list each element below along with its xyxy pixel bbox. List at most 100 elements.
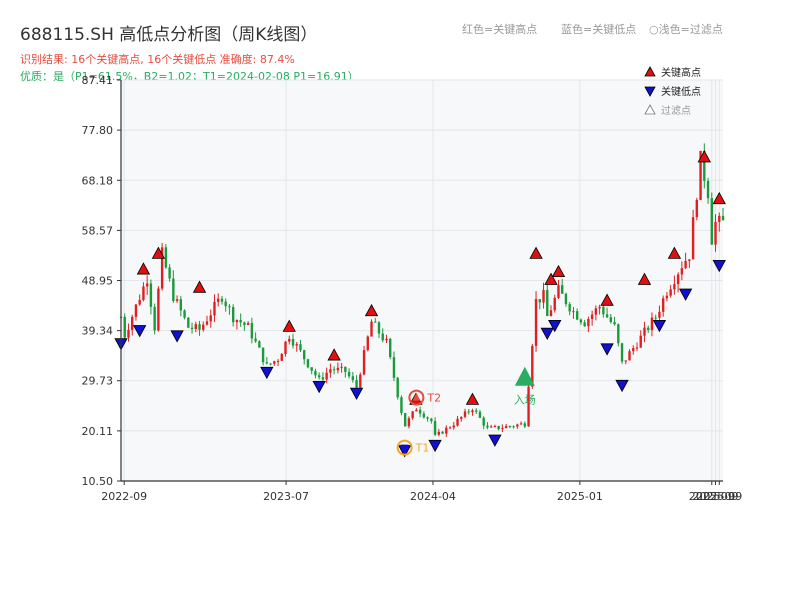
candle-body bbox=[703, 150, 706, 181]
candle bbox=[291, 333, 295, 349]
entry-label: 入场 bbox=[514, 393, 536, 407]
candle bbox=[370, 319, 373, 337]
candle-body bbox=[635, 347, 639, 349]
candle bbox=[336, 362, 340, 374]
candle-body bbox=[590, 314, 594, 320]
candle bbox=[228, 304, 231, 315]
candle bbox=[224, 298, 227, 312]
candle-body bbox=[269, 363, 272, 365]
candle bbox=[553, 294, 556, 313]
candle-body bbox=[699, 150, 702, 200]
candle-body bbox=[433, 421, 437, 435]
candle-body bbox=[632, 348, 635, 352]
candle bbox=[153, 303, 156, 335]
candle bbox=[175, 295, 179, 303]
candle-body bbox=[688, 259, 691, 261]
candle-body bbox=[258, 341, 261, 348]
candle bbox=[306, 358, 310, 369]
candle-body bbox=[310, 367, 313, 371]
candle bbox=[411, 410, 414, 420]
candle-body bbox=[160, 247, 164, 289]
key-high-marker bbox=[136, 262, 151, 275]
candle bbox=[437, 428, 441, 437]
candle bbox=[347, 368, 351, 379]
y-tick-label: 39.34 bbox=[82, 325, 114, 338]
candle bbox=[471, 408, 474, 416]
candle-body bbox=[415, 409, 418, 412]
candle bbox=[579, 318, 583, 325]
candle bbox=[127, 323, 130, 342]
candle-body bbox=[134, 304, 138, 317]
candle bbox=[265, 357, 269, 365]
candle bbox=[426, 416, 429, 422]
candle bbox=[288, 335, 291, 345]
candle bbox=[546, 282, 549, 317]
candle bbox=[168, 264, 171, 282]
candle-body bbox=[508, 426, 512, 428]
candle-body bbox=[329, 369, 332, 373]
candle-body bbox=[381, 333, 384, 341]
candle-body bbox=[650, 317, 654, 331]
candle bbox=[478, 410, 482, 419]
candle-body bbox=[647, 327, 650, 331]
candle-body bbox=[157, 288, 160, 331]
legend-symbol bbox=[644, 104, 656, 115]
candle bbox=[157, 286, 160, 332]
candle bbox=[691, 209, 695, 260]
axes: 87.41 77.80 68.18 58.57 48.95 39.34 29.73 20.11… bbox=[82, 74, 743, 503]
candle bbox=[280, 352, 283, 361]
candle bbox=[714, 214, 717, 252]
candle-body bbox=[706, 180, 710, 199]
candle bbox=[605, 307, 609, 319]
candle bbox=[400, 395, 403, 416]
x-tick-label: 2025-09 bbox=[693, 490, 739, 503]
candle-body bbox=[643, 327, 646, 336]
candle bbox=[613, 316, 616, 326]
candle bbox=[643, 321, 646, 343]
candle-body bbox=[228, 306, 231, 308]
candle bbox=[377, 321, 381, 339]
key-low-marker bbox=[349, 387, 364, 400]
candle bbox=[332, 366, 336, 375]
legend-note-blue: 蓝色=关键低点 bbox=[561, 23, 637, 36]
candle bbox=[624, 360, 627, 365]
candle bbox=[295, 341, 298, 352]
candle bbox=[512, 425, 515, 429]
candle-body bbox=[392, 357, 396, 378]
candle-body bbox=[303, 350, 306, 360]
candle bbox=[463, 408, 467, 419]
key-high-marker bbox=[327, 348, 341, 361]
candle bbox=[684, 252, 687, 270]
candle-body bbox=[553, 297, 556, 311]
candle-body bbox=[411, 411, 414, 419]
candle bbox=[239, 313, 242, 327]
candle bbox=[160, 242, 164, 291]
candle bbox=[403, 412, 407, 427]
candle bbox=[549, 305, 553, 317]
candle-body bbox=[426, 417, 429, 419]
candle-body bbox=[284, 341, 287, 355]
candle bbox=[418, 406, 422, 418]
candle bbox=[381, 328, 384, 343]
candle bbox=[303, 349, 306, 365]
candle-body bbox=[549, 310, 553, 316]
candle bbox=[583, 319, 586, 327]
candle bbox=[718, 212, 721, 232]
candle-body bbox=[168, 267, 171, 279]
candle bbox=[385, 334, 388, 343]
candle-body bbox=[673, 284, 676, 290]
candle-body bbox=[639, 335, 642, 348]
candle bbox=[299, 339, 302, 352]
candle bbox=[374, 317, 377, 323]
candle bbox=[680, 261, 684, 281]
candle-body bbox=[665, 295, 669, 299]
candle bbox=[501, 424, 504, 433]
candle bbox=[527, 383, 530, 427]
candle bbox=[475, 408, 478, 415]
candle-body bbox=[695, 199, 699, 218]
candle-body bbox=[534, 299, 538, 346]
candle-body bbox=[344, 366, 347, 372]
candle bbox=[205, 315, 209, 326]
candle-body bbox=[370, 321, 373, 337]
candle bbox=[460, 416, 463, 422]
